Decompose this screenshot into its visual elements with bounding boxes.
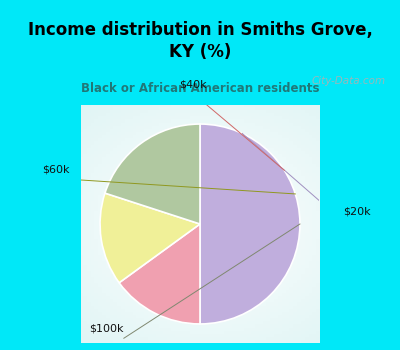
Text: Black or African American residents: Black or African American residents xyxy=(81,82,319,95)
Text: $40k: $40k xyxy=(180,79,207,89)
Wedge shape xyxy=(105,124,200,224)
Text: $20k: $20k xyxy=(343,206,370,217)
Wedge shape xyxy=(119,224,200,324)
Wedge shape xyxy=(100,193,200,283)
Text: $60k: $60k xyxy=(42,165,70,175)
Text: Income distribution in Smiths Grove,
KY (%): Income distribution in Smiths Grove, KY … xyxy=(28,21,372,61)
Text: City-Data.com: City-Data.com xyxy=(312,76,386,86)
Wedge shape xyxy=(200,124,300,324)
Text: $100k: $100k xyxy=(89,324,124,334)
